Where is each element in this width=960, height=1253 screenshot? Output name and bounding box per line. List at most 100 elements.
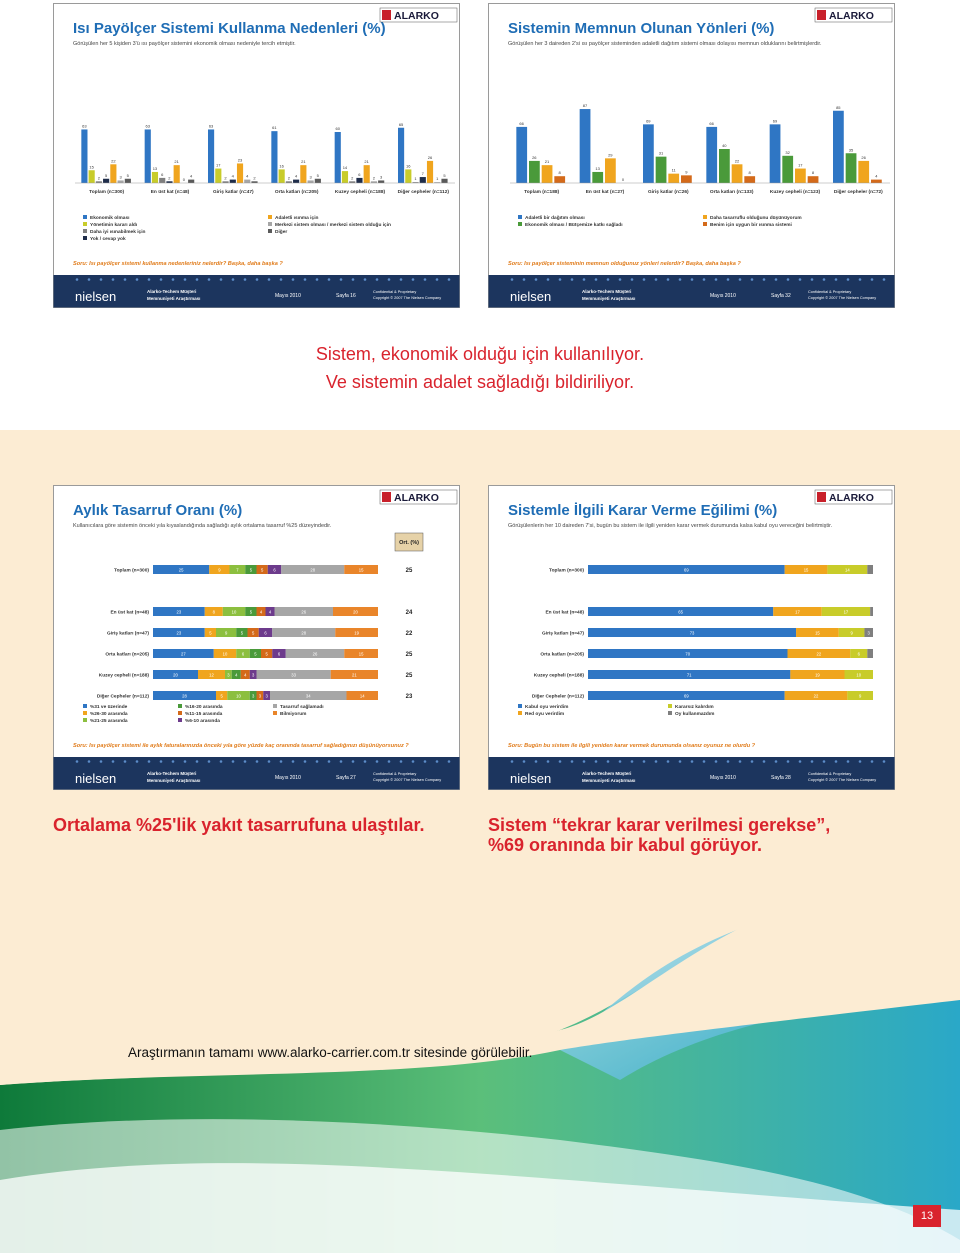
category-label: En üst kat (n=48) (110, 610, 149, 616)
caption: Sistem, ekonomik olduğu için kullanılıyo… (0, 340, 960, 396)
bar (858, 160, 870, 183)
value-label: 32 (785, 150, 790, 155)
legend-swatch (268, 222, 272, 226)
footer-dot (363, 278, 367, 281)
legend-label: %31 ve üzerinde (90, 704, 128, 710)
footer-dot (738, 760, 742, 763)
legend-swatch (668, 711, 672, 715)
value-label: 8 (812, 170, 815, 175)
value-label: 7 (422, 171, 425, 176)
bar-segment (247, 628, 259, 637)
slide-background (53, 3, 460, 308)
average-value: 25 (406, 568, 413, 574)
category-label: En üst kat (n=27) (586, 189, 625, 195)
category-label: Diğer cepheler (n=112) (398, 189, 450, 195)
bar (229, 179, 236, 183)
bar (405, 169, 412, 183)
footer-dot (279, 278, 283, 281)
value-label: 0 (622, 177, 625, 182)
footer-dot (87, 278, 91, 281)
category-label: Kuzey cepheli (n=188) (534, 673, 585, 679)
category-label: Diğer Cepheler (n=112) (97, 694, 150, 700)
value-label: 6 (858, 652, 861, 657)
value-label: 5 (443, 173, 446, 178)
bar (795, 168, 806, 183)
value-label: 4 (190, 174, 193, 179)
value-label: 16 (279, 163, 284, 168)
bar (807, 176, 819, 183)
value-label: 14 (360, 694, 365, 699)
legend-swatch (83, 229, 87, 233)
bar (117, 180, 124, 183)
legend-swatch (518, 215, 522, 219)
bar (151, 171, 159, 183)
logo-mark (382, 10, 391, 20)
bar-segment (281, 565, 345, 574)
bar-segment (267, 565, 282, 574)
footer-dot (243, 278, 247, 281)
logo: ALARKO (829, 492, 874, 504)
footer-dot (171, 760, 175, 763)
slide-background (488, 485, 895, 790)
bar-segment (153, 649, 214, 658)
logo-box (379, 7, 458, 23)
footer-logo: nielsen (75, 771, 116, 786)
footer-confidential: Confidential & Proprietary (373, 290, 416, 294)
slide: Sistemle İlgili Karar Verme Eğilimi (%) A… (488, 485, 895, 790)
footer-dot (399, 760, 403, 763)
value-label: 63 (145, 123, 150, 128)
bar-segment (225, 670, 232, 679)
footer-dot (654, 278, 658, 281)
value-label: 4 (244, 673, 247, 678)
value-label: 34 (306, 694, 311, 699)
bar-segment (790, 670, 845, 679)
bar-segment (285, 649, 345, 658)
value-label: 15 (359, 568, 364, 573)
bar (845, 153, 857, 183)
logo: ALARKO (394, 492, 439, 504)
legend-label: Red oyu verirdim (525, 711, 564, 717)
footer-dot (135, 760, 139, 763)
legend-swatch (703, 222, 707, 226)
bar (222, 181, 229, 183)
footer-dot (147, 278, 151, 281)
footer-dot (714, 278, 718, 281)
legend-label: Yok / cevap yok (90, 236, 126, 242)
bar-segment (330, 670, 378, 679)
value-label: 3 (259, 694, 262, 699)
footer-dot (351, 278, 355, 281)
logo-mark (817, 10, 826, 20)
logo: ALARKO (829, 10, 874, 22)
value-label: 22 (111, 158, 116, 163)
footer-dot (315, 760, 319, 763)
footer-dot (702, 760, 706, 763)
footer-confidential: Copyright © 2007 The Nielsen Company (373, 296, 441, 300)
value-label: 3 (868, 631, 871, 636)
average-value: 24 (406, 610, 413, 616)
footer-dot (690, 760, 694, 763)
footer-dot (870, 760, 874, 763)
footer-dot (762, 278, 766, 281)
footer-dot (546, 760, 550, 763)
footer-dot (435, 278, 439, 281)
footer-dot (570, 278, 574, 281)
footer-date: Mayıs 2010 (710, 293, 736, 299)
value-label: 5 (127, 173, 130, 178)
bar (871, 179, 882, 183)
value-label: 21 (545, 159, 550, 164)
value-label: 2 (373, 175, 376, 180)
footer-note: Araştırmanın tamamı www.alarko-carrier.c… (128, 1045, 533, 1060)
footer-confidential: Confidential & Proprietary (808, 772, 851, 776)
footer-dot (666, 278, 670, 281)
slide-title: Isı Payölçer Sistemi Kullanma Nedenleri … (73, 20, 386, 37)
bar-segment (272, 628, 336, 637)
slide-subtitle: Görüşülen her 3 daireden 2'si ısı payölç… (508, 41, 822, 47)
footer-dot (666, 760, 670, 763)
legend-swatch (83, 718, 87, 722)
footer-dot (594, 278, 598, 281)
value-label: 15 (89, 164, 94, 169)
legend-label: %6-10 arasında (185, 718, 220, 724)
value-label: 2 (351, 175, 354, 180)
value-label: 5 (220, 694, 223, 699)
category-label: Kuzey cepheli (n=188) (99, 673, 150, 679)
